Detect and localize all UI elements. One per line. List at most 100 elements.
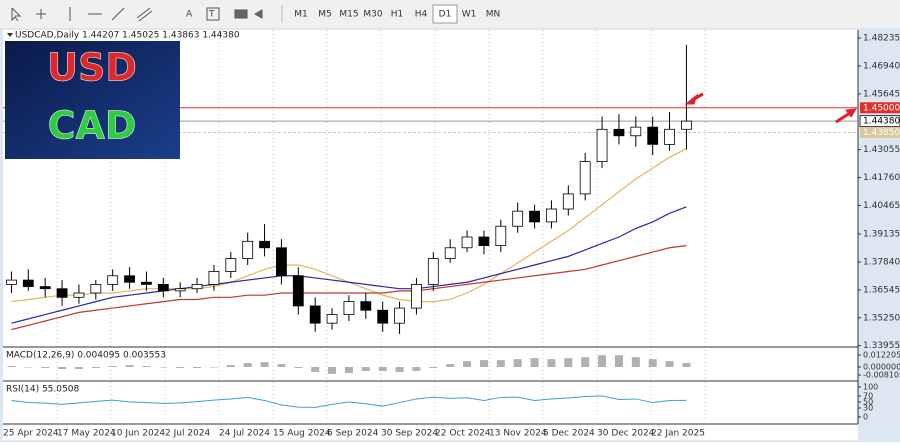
macd-bar	[243, 363, 252, 368]
macd-bar	[125, 365, 134, 368]
timeframe-button[interactable]: M15	[339, 10, 358, 20]
candle-body	[512, 210, 524, 227]
x-tick-label: 15 Aug 2024	[273, 429, 331, 439]
chart-title: USDCAD,Daily 1.44207 1.45025 1.43863 1.4…	[15, 31, 240, 41]
y-tick-label: 70	[863, 391, 873, 400]
price-level-label: 1.43850	[863, 128, 900, 138]
candle-body	[579, 161, 591, 195]
macd-bar	[7, 366, 16, 368]
candle-body	[630, 126, 642, 137]
timeframe-button[interactable]: M30	[363, 10, 382, 20]
moving-average	[11, 206, 687, 324]
macd-bar	[631, 357, 640, 368]
x-tick-label: 30 Sep 2024	[381, 429, 438, 439]
price-level-tag	[860, 102, 900, 114]
macd-bar	[91, 367, 100, 369]
candle-body	[360, 301, 372, 311]
y-tick-label: 1.41760	[863, 173, 900, 183]
price-level-label: 1.44380	[863, 117, 900, 127]
macd-bar	[463, 361, 472, 368]
timeframe-button[interactable]: MN	[486, 10, 501, 20]
macd-bar	[564, 358, 573, 368]
label-tool-icon[interactable]	[206, 7, 220, 21]
candle-body	[647, 126, 659, 145]
macd-bar	[598, 355, 607, 368]
y-tick-label: 0.012205	[863, 351, 900, 360]
candle-body	[377, 309, 389, 324]
rsi-line	[11, 395, 687, 408]
macd-bar	[24, 367, 33, 368]
timeframe-button[interactable]: H4	[415, 10, 428, 20]
macd-bar	[294, 367, 303, 369]
macd-bar	[378, 367, 387, 371]
macd-bar	[361, 367, 370, 371]
macd-bar	[682, 362, 691, 368]
y-tick-label: 50	[863, 397, 873, 406]
moving-average	[11, 245, 687, 331]
x-tick-label: 22 Oct 2024	[435, 429, 491, 439]
y-tick-label: 30	[863, 403, 873, 412]
candle-body	[276, 247, 287, 277]
y-tick-label: 1.37840	[863, 257, 900, 267]
timeframe-button[interactable]: M1	[294, 10, 308, 20]
macd-bar	[209, 367, 218, 368]
macd-bar	[496, 360, 505, 368]
timeframe-button[interactable]: W1	[462, 10, 477, 20]
logo-bottom: CAD	[48, 104, 137, 148]
label-tool-glyph: T	[208, 10, 215, 20]
y-tick-label: 1.36545	[863, 285, 900, 295]
macd-bar	[142, 366, 151, 368]
timeframe-button[interactable]: H1	[391, 10, 404, 20]
candle-body	[107, 275, 119, 285]
candle-body	[6, 279, 17, 285]
macd-bar	[614, 355, 623, 368]
macd-bar	[547, 359, 556, 368]
candle-body	[613, 128, 625, 137]
macd-bar	[277, 364, 286, 368]
candle-body	[39, 286, 51, 290]
macd-bar	[513, 359, 522, 368]
macd-bar	[226, 365, 235, 368]
y-tick-label: -0.008105	[863, 371, 900, 380]
candle-body	[411, 283, 422, 309]
macd-bar	[412, 367, 421, 371]
x-tick-label: 25 Apr 2024	[3, 429, 59, 439]
candle-body	[326, 314, 338, 324]
candle-body	[529, 210, 540, 223]
macd-bar	[446, 364, 455, 368]
price-level-tag	[860, 127, 900, 139]
candle-body	[124, 275, 135, 283]
candle-body	[225, 258, 237, 272]
timeframe-button[interactable]: D1	[439, 10, 452, 20]
candle-body	[478, 236, 490, 247]
candle-body	[22, 279, 34, 287]
indicator-title: RSI(14) 55.0508	[6, 385, 79, 395]
candle-body	[664, 128, 675, 145]
x-tick-label: 6 Sep 2024	[327, 429, 379, 439]
candle-body	[309, 305, 321, 324]
macd-bar	[58, 367, 67, 369]
y-tick-label: 0	[863, 412, 868, 421]
macd-bar	[74, 367, 83, 369]
y-tick-label: 1.35250	[863, 313, 900, 323]
tool-icons[interactable]	[11, 7, 263, 22]
macd-bar	[41, 367, 50, 369]
logo-bg	[5, 41, 180, 159]
indicator-title: MACD(12,26,9) 0.004095 0.003553	[6, 351, 166, 361]
x-tick-label: 30 Dec 2024	[597, 429, 655, 439]
candle-body	[157, 283, 169, 292]
candle-body	[461, 236, 473, 249]
candle-body	[495, 225, 507, 247]
candle-body	[90, 283, 102, 294]
timeframe-button[interactable]: M5	[318, 10, 332, 20]
arrows	[684, 92, 857, 124]
y-tick-label: 1.33955	[863, 341, 900, 351]
text-tool-icon[interactable]: A	[186, 10, 193, 20]
x-tick-label: 5 Dec 2024	[543, 429, 595, 439]
x-tick-label: 2 Jul 2024	[165, 429, 210, 439]
macd-bar	[479, 360, 488, 368]
candle-body	[596, 128, 608, 163]
